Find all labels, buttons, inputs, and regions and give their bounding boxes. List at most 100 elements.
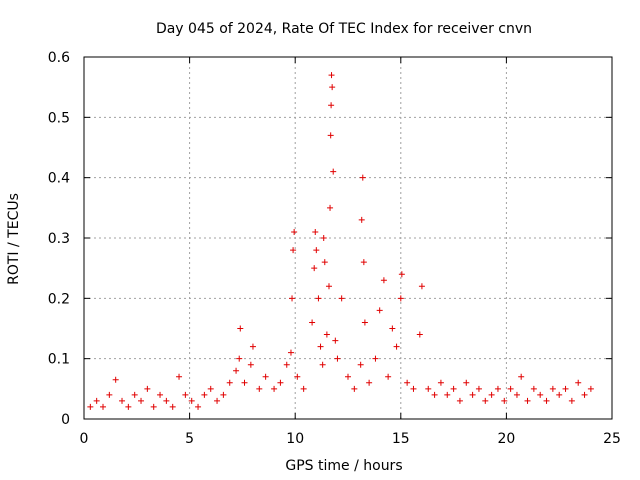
data-point — [327, 132, 334, 139]
data-point — [345, 373, 351, 380]
data-point — [393, 343, 400, 350]
data-point — [169, 403, 176, 410]
data-point — [404, 379, 411, 386]
data-point — [312, 228, 319, 235]
data-point — [568, 397, 575, 404]
data-point — [319, 361, 326, 368]
data-point — [283, 361, 290, 368]
data-point — [360, 259, 367, 266]
data-point — [494, 385, 501, 392]
x-tick-label: 15 — [392, 431, 410, 447]
data-point — [366, 379, 373, 386]
data-point — [488, 391, 495, 398]
data-point — [112, 376, 119, 383]
data-point — [562, 385, 569, 392]
data-point — [233, 367, 240, 374]
data-point — [176, 373, 183, 380]
data-point — [309, 319, 316, 326]
data-point — [351, 385, 358, 392]
data-point — [380, 277, 387, 284]
data-point — [456, 397, 463, 404]
data-point — [106, 391, 113, 398]
data-point — [463, 379, 470, 386]
data-point — [338, 295, 345, 302]
data-point — [271, 385, 278, 392]
data-point — [372, 355, 379, 362]
x-tick-label: 0 — [80, 431, 89, 447]
data-point — [256, 385, 263, 392]
data-point — [323, 331, 330, 338]
data-point — [291, 228, 298, 235]
y-tick-label: 0.3 — [48, 231, 70, 247]
x-tick-label: 5 — [185, 431, 194, 447]
data-point — [537, 391, 544, 398]
x-tick-label: 10 — [286, 431, 304, 447]
data-point — [513, 391, 520, 398]
data-point — [237, 325, 244, 332]
plot-frame — [83, 56, 613, 420]
data-point — [530, 385, 537, 392]
data-point — [207, 385, 214, 392]
data-point — [247, 361, 254, 368]
data-point — [119, 397, 126, 404]
y-axis-label: ROTI / TECUs — [6, 193, 22, 285]
data-point — [327, 204, 334, 211]
data-point — [376, 307, 383, 314]
data-point — [425, 385, 432, 392]
y-tick-label: 0.4 — [48, 171, 70, 187]
data-point — [397, 295, 404, 302]
data-point — [556, 391, 563, 398]
data-point — [236, 355, 243, 362]
data-point — [150, 403, 157, 410]
data-point — [249, 343, 256, 350]
data-point — [220, 391, 227, 398]
data-point — [277, 379, 284, 386]
data-point — [549, 385, 556, 392]
data-point — [330, 168, 337, 175]
data-point — [87, 403, 94, 410]
data-point — [410, 385, 417, 392]
data-point — [138, 397, 145, 404]
data-point — [361, 319, 368, 326]
data-point — [320, 235, 327, 241]
x-tick-label: 25 — [603, 431, 621, 447]
data-point — [398, 271, 405, 278]
data-point — [543, 397, 550, 404]
y-tick-label: 0 — [61, 412, 70, 428]
data-point — [575, 379, 582, 386]
data-point — [418, 283, 425, 290]
grid-lines — [84, 57, 612, 419]
data-point — [416, 331, 423, 338]
data-point — [317, 343, 324, 350]
y-tick-label: 0.6 — [48, 50, 70, 66]
data-point — [431, 391, 438, 398]
data-points — [87, 72, 594, 410]
data-point — [581, 391, 588, 398]
data-point — [182, 391, 189, 398]
data-point — [321, 259, 328, 266]
data-point — [241, 379, 248, 386]
data-point — [300, 385, 307, 392]
data-point — [389, 325, 396, 332]
data-point — [469, 391, 476, 398]
data-point — [195, 403, 202, 410]
data-point — [163, 397, 170, 404]
data-point — [357, 361, 364, 368]
data-point — [311, 265, 318, 272]
data-point — [287, 349, 294, 356]
data-point — [214, 397, 221, 404]
data-point — [501, 397, 508, 404]
data-point — [328, 102, 335, 109]
data-point — [334, 355, 341, 362]
data-point — [358, 216, 365, 223]
y-tick-label: 0.5 — [48, 110, 70, 126]
data-point — [262, 373, 269, 380]
data-point — [507, 385, 514, 392]
data-point — [450, 385, 457, 392]
data-point — [125, 403, 132, 410]
data-point — [385, 373, 392, 380]
data-point — [226, 379, 233, 386]
data-point — [290, 247, 297, 254]
data-point — [100, 403, 107, 410]
